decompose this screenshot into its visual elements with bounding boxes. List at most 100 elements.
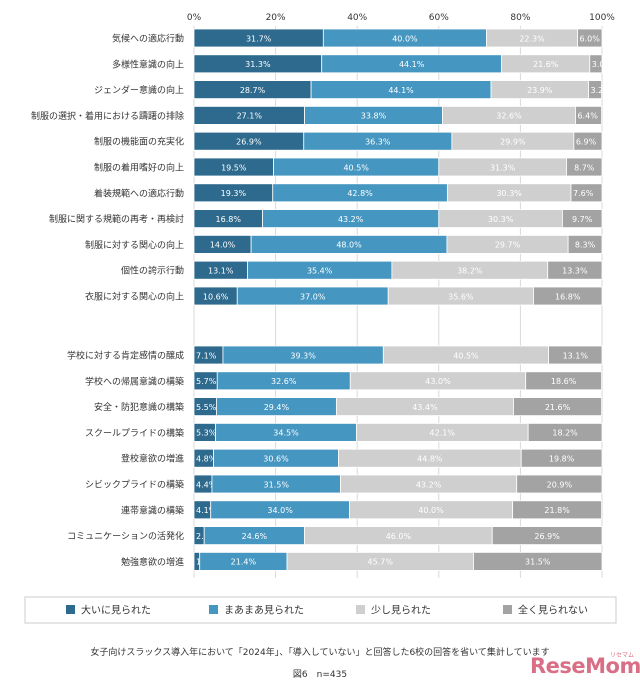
stacked-bar-chart: 0% 20% 40% 60% 80% 100% 気候への適応行動 31.7% 40.0% 22.3… bbox=[24, 13, 617, 624]
data-label: 26.9% bbox=[534, 532, 560, 541]
bar-segment bbox=[566, 157, 603, 177]
bar-segment bbox=[525, 371, 602, 391]
data-label: 33.8% bbox=[361, 112, 387, 121]
category-label: 個性の誇示行動 bbox=[121, 265, 184, 277]
data-label: 35.4% bbox=[307, 267, 333, 276]
category-label: スクールプライドの構築 bbox=[85, 427, 184, 439]
legend-swatch bbox=[66, 605, 75, 614]
data-label: 32.6% bbox=[271, 377, 297, 386]
data-label: 5.3% bbox=[196, 429, 217, 438]
data-label: 21.6% bbox=[545, 403, 571, 412]
legend-label: 少し見られた bbox=[371, 605, 431, 617]
category-label: 学校への帰属意識の構築 bbox=[85, 375, 184, 387]
data-label: 21.6% bbox=[533, 60, 559, 69]
legend-swatch bbox=[209, 605, 218, 614]
x-tick-label: 100% bbox=[589, 13, 615, 23]
data-label: 5.5% bbox=[196, 403, 217, 412]
bar-segment bbox=[548, 345, 603, 365]
bar-segment bbox=[588, 80, 602, 99]
category-label: 勉強意欲の増進 bbox=[121, 556, 184, 568]
data-label: 26.9% bbox=[236, 138, 262, 147]
bar-segment bbox=[520, 448, 603, 468]
data-label: 16.8% bbox=[555, 292, 581, 301]
data-label: 22.3% bbox=[519, 34, 545, 43]
resemom-logo-subtitle: リセマム bbox=[610, 652, 635, 659]
data-label: 18.2% bbox=[552, 429, 578, 438]
data-label: 19.3% bbox=[221, 189, 247, 198]
legend-box bbox=[24, 596, 617, 624]
bar-segment bbox=[570, 183, 603, 203]
bar-segment bbox=[513, 397, 602, 417]
data-label: 13.1% bbox=[563, 351, 589, 360]
data-label: 5.7% bbox=[196, 377, 217, 386]
category-label: 学校に対する肯定感情の醸成 bbox=[67, 350, 184, 362]
data-label: 9.7% bbox=[572, 215, 593, 224]
category-label: 制服に関する規範の再考・再検討 bbox=[49, 213, 184, 225]
data-label: 8.7% bbox=[574, 163, 595, 172]
category-label: ジェンダー意識の向上 bbox=[94, 84, 184, 96]
data-label: 29.4% bbox=[264, 403, 290, 412]
legend-swatch bbox=[356, 605, 365, 614]
category-label: 気候への適応行動 bbox=[112, 33, 184, 45]
legend-label: 大いに見られた bbox=[81, 604, 151, 617]
x-tick-label: 40% bbox=[347, 13, 367, 23]
legend-label: まあまあ見られた bbox=[224, 605, 304, 617]
chart-footnote: 女子向けスラックス導入年において「2024年」、「導入していない」と回答した6校… bbox=[90, 648, 550, 658]
bar-segment bbox=[575, 106, 602, 125]
bar-segment bbox=[573, 131, 603, 151]
data-label: 31.3% bbox=[490, 163, 516, 172]
bar-segment bbox=[577, 28, 603, 48]
data-label: 13.1% bbox=[208, 267, 234, 276]
data-label: 43.0% bbox=[425, 377, 451, 386]
bar-segment bbox=[533, 286, 603, 306]
data-label: 34.5% bbox=[273, 429, 299, 438]
legend-label: 全く見られない bbox=[518, 604, 588, 617]
data-label: 38.2% bbox=[457, 267, 483, 276]
category-label: 登校意欲の増進 bbox=[121, 453, 184, 465]
category-label: 制服の着用嗜好の向上 bbox=[94, 162, 184, 174]
data-label: 20.9% bbox=[547, 480, 573, 489]
data-label: 13.3% bbox=[562, 267, 588, 276]
data-label: 19.5% bbox=[221, 163, 247, 172]
category-label: シビックプライドの構築 bbox=[85, 479, 184, 491]
data-label: 6.4% bbox=[577, 112, 598, 121]
data-label: 7.1% bbox=[196, 351, 217, 360]
category-label: 連帯意識の構築 bbox=[121, 504, 184, 516]
data-label: 4.8% bbox=[196, 455, 217, 464]
data-label: 8.3% bbox=[575, 241, 596, 250]
data-label: 10.6% bbox=[203, 292, 229, 301]
data-label: 37.0% bbox=[300, 292, 326, 301]
data-label: 29.9% bbox=[500, 138, 526, 147]
data-label: 36.3% bbox=[365, 138, 391, 147]
x-tick-label: 0% bbox=[187, 13, 202, 23]
bar-segment bbox=[567, 234, 603, 254]
data-label: 40.5% bbox=[343, 163, 369, 172]
x-tick-label: 20% bbox=[266, 13, 286, 23]
x-tick-label: 80% bbox=[510, 13, 530, 23]
category-label: 着装規範への適応行動 bbox=[94, 187, 184, 199]
category-label: 制服に対する関心の向上 bbox=[85, 239, 184, 251]
data-label: 3.0% bbox=[592, 60, 613, 69]
data-label: 3.2% bbox=[591, 86, 612, 95]
data-label: 43.2% bbox=[338, 215, 364, 224]
bar-segment bbox=[527, 422, 603, 442]
data-label: 4.4% bbox=[196, 480, 217, 489]
data-label: 42.1% bbox=[430, 429, 456, 438]
data-label: 23.9% bbox=[527, 86, 553, 95]
data-label: 40.0% bbox=[418, 506, 444, 515]
bar-segment bbox=[547, 260, 603, 280]
data-label: 6.0% bbox=[580, 34, 601, 43]
data-label: 30.6% bbox=[263, 455, 289, 464]
data-label: 30.3% bbox=[488, 215, 514, 224]
data-label: 28.7% bbox=[240, 86, 266, 95]
category-label: 衣服に対する関心の向上 bbox=[85, 291, 184, 303]
data-label: 46.0% bbox=[386, 532, 412, 541]
data-label: 31.3% bbox=[245, 60, 271, 69]
data-label: 30.3% bbox=[496, 189, 522, 198]
resemom-logo: ReseMom bbox=[530, 654, 640, 678]
data-label: 18.6% bbox=[551, 377, 577, 386]
data-label: 34.0% bbox=[267, 506, 293, 515]
data-label: 7.6% bbox=[573, 189, 594, 198]
data-label: 6.9% bbox=[576, 138, 597, 147]
bar-segment bbox=[562, 209, 603, 229]
